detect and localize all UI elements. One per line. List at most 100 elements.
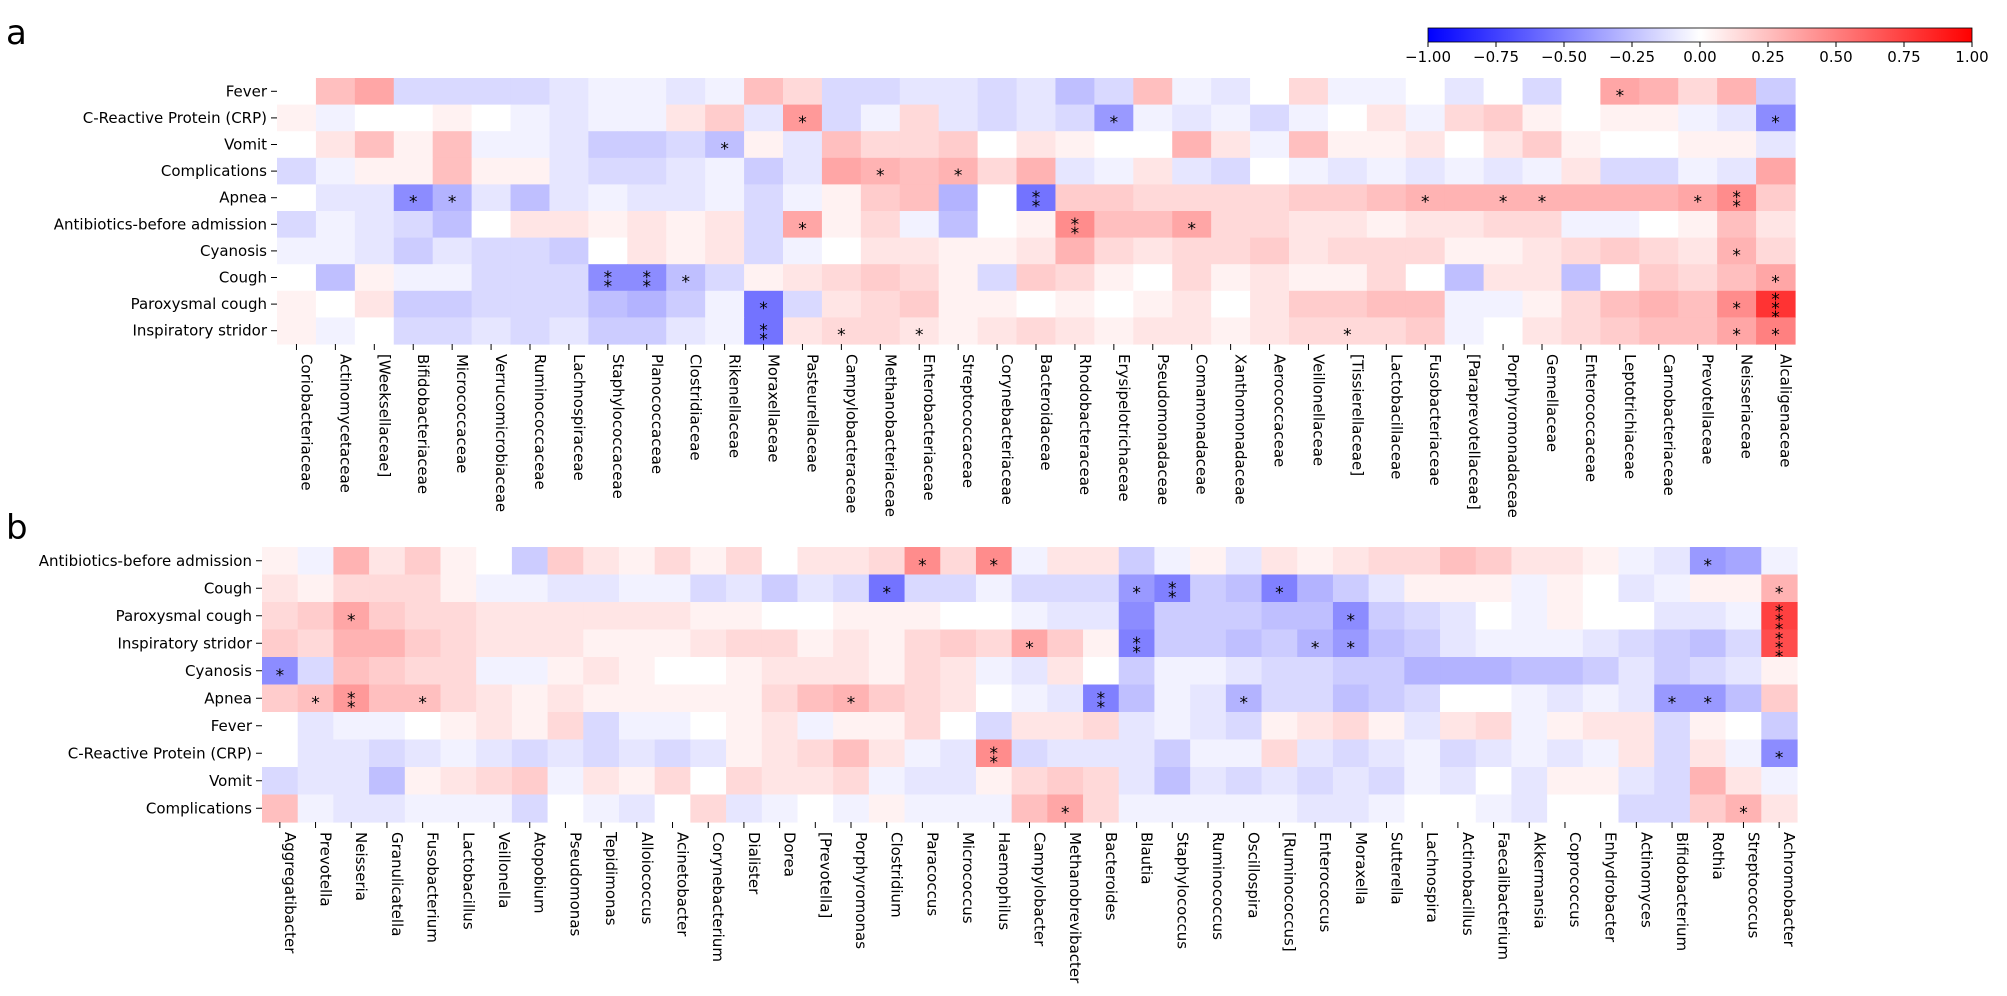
column-label: [Ruminococcus] bbox=[1280, 832, 1298, 952]
heatmap-cell bbox=[618, 629, 656, 658]
heatmap-cell bbox=[821, 211, 862, 239]
heatmap-cell bbox=[1211, 211, 1251, 239]
row-label: Inspiratory stridor bbox=[117, 634, 252, 652]
heatmap-cell bbox=[868, 739, 906, 768]
heatmap-cell bbox=[833, 794, 870, 823]
heatmap-cell bbox=[440, 629, 477, 658]
heatmap-cell bbox=[476, 684, 513, 713]
heatmap-cell bbox=[977, 131, 1018, 159]
heatmap-cell bbox=[315, 78, 356, 106]
heatmap-cell bbox=[1475, 794, 1513, 823]
column-label: Prevotella bbox=[317, 832, 335, 907]
heatmap-cell bbox=[977, 317, 1018, 345]
heatmap-cell bbox=[1094, 237, 1134, 265]
heatmap-cell bbox=[860, 264, 901, 292]
heatmap-cell bbox=[1332, 712, 1370, 741]
heatmap-cell bbox=[975, 602, 1013, 631]
column-label: Lactobacillus bbox=[459, 832, 477, 930]
heatmap-cell bbox=[1055, 237, 1095, 265]
heatmap-cell bbox=[1761, 712, 1798, 741]
heatmap-cell bbox=[1366, 184, 1407, 212]
heatmap-cell bbox=[940, 712, 977, 741]
heatmap-cell bbox=[654, 657, 691, 686]
heatmap-cell bbox=[333, 657, 370, 686]
heatmap-cell bbox=[471, 290, 512, 318]
heatmap-cell bbox=[1561, 237, 1601, 265]
heatmap-cell bbox=[904, 767, 941, 796]
heatmap-cell bbox=[315, 264, 356, 292]
heatmap-cell bbox=[1154, 657, 1191, 686]
heatmap-cell bbox=[1756, 211, 1796, 239]
heatmap-cell bbox=[1083, 739, 1120, 768]
heatmap-cell bbox=[1225, 629, 1263, 658]
row-label: Apnea bbox=[219, 189, 267, 207]
heatmap-cell bbox=[393, 184, 434, 212]
significance-marker: * bbox=[1732, 299, 1741, 319]
heatmap-cell bbox=[690, 739, 727, 768]
column-label: Clostridiaceae bbox=[687, 354, 705, 461]
heatmap-cell bbox=[404, 547, 442, 576]
colorbar-tick-label: −0.50 bbox=[1541, 48, 1587, 66]
heatmap-cell bbox=[1600, 78, 1640, 106]
heatmap-cell bbox=[393, 317, 434, 345]
column-label: Blautia bbox=[1138, 832, 1156, 884]
heatmap-cell bbox=[1654, 629, 1691, 658]
significance-marker: * bbox=[1421, 193, 1430, 213]
heatmap-cell bbox=[1725, 547, 1762, 576]
heatmap-cell bbox=[1016, 290, 1057, 318]
heatmap-cell bbox=[627, 78, 667, 106]
heatmap-cell bbox=[726, 712, 763, 741]
heatmap-cell bbox=[783, 78, 823, 106]
heatmap-cell bbox=[432, 131, 473, 159]
heatmap-cell bbox=[1689, 739, 1727, 768]
heatmap-cell bbox=[1483, 78, 1524, 106]
heatmap-cell bbox=[1094, 157, 1134, 185]
heatmap-cell bbox=[821, 104, 862, 132]
heatmap-cell bbox=[471, 264, 512, 292]
heatmap-cell bbox=[297, 794, 334, 823]
heatmap-cell bbox=[583, 574, 620, 603]
heatmap-cell bbox=[1211, 104, 1251, 132]
heatmap-cell bbox=[690, 712, 727, 741]
heatmap-cell bbox=[1261, 547, 1298, 576]
heatmap-cell bbox=[1582, 712, 1620, 741]
heatmap-cell bbox=[938, 131, 979, 159]
heatmap-cell bbox=[297, 684, 334, 713]
heatmap-cell bbox=[1725, 739, 1762, 768]
heatmap-cell bbox=[547, 547, 584, 576]
significance-marker: * bbox=[1771, 326, 1780, 346]
column-label: Enterococcaceae bbox=[1582, 354, 1600, 482]
significance-marker: * bbox=[418, 693, 427, 713]
heatmap-cell bbox=[1405, 317, 1446, 345]
heatmap-cell bbox=[1016, 237, 1057, 265]
heatmap-cell bbox=[1639, 211, 1679, 239]
heatmap-cell bbox=[1016, 131, 1057, 159]
heatmap-cell bbox=[1483, 211, 1524, 239]
heatmap-cell bbox=[618, 684, 656, 713]
heatmap-cell bbox=[1756, 104, 1796, 132]
heatmap-cell bbox=[899, 211, 940, 239]
heatmap-cell bbox=[297, 547, 334, 576]
heatmap-cell bbox=[744, 317, 784, 345]
heatmap-cell bbox=[821, 131, 862, 159]
heatmap-cell bbox=[940, 629, 977, 658]
heatmap-cell bbox=[1761, 684, 1798, 713]
heatmap-cell bbox=[1761, 794, 1798, 823]
heatmap-cell bbox=[393, 78, 434, 106]
heatmap-cell bbox=[1133, 104, 1173, 132]
heatmap-cell bbox=[1327, 78, 1368, 106]
heatmap-cell bbox=[1190, 657, 1227, 686]
significance-marker: * bbox=[1499, 193, 1508, 213]
heatmap-cell bbox=[1366, 211, 1407, 239]
significance-marker: * bbox=[882, 583, 891, 603]
heatmap-cell bbox=[1190, 629, 1227, 658]
heatmap-cell bbox=[1725, 794, 1762, 823]
heatmap-cell bbox=[315, 211, 356, 239]
heatmap-cell bbox=[977, 237, 1018, 265]
heatmap-cell bbox=[627, 317, 667, 345]
colorbar-tick-label: −0.25 bbox=[1609, 48, 1655, 66]
heatmap-cell bbox=[1404, 794, 1441, 823]
heatmap-cell bbox=[277, 317, 317, 345]
heatmap-cell bbox=[1261, 684, 1298, 713]
significance-marker: * bbox=[1311, 638, 1320, 658]
